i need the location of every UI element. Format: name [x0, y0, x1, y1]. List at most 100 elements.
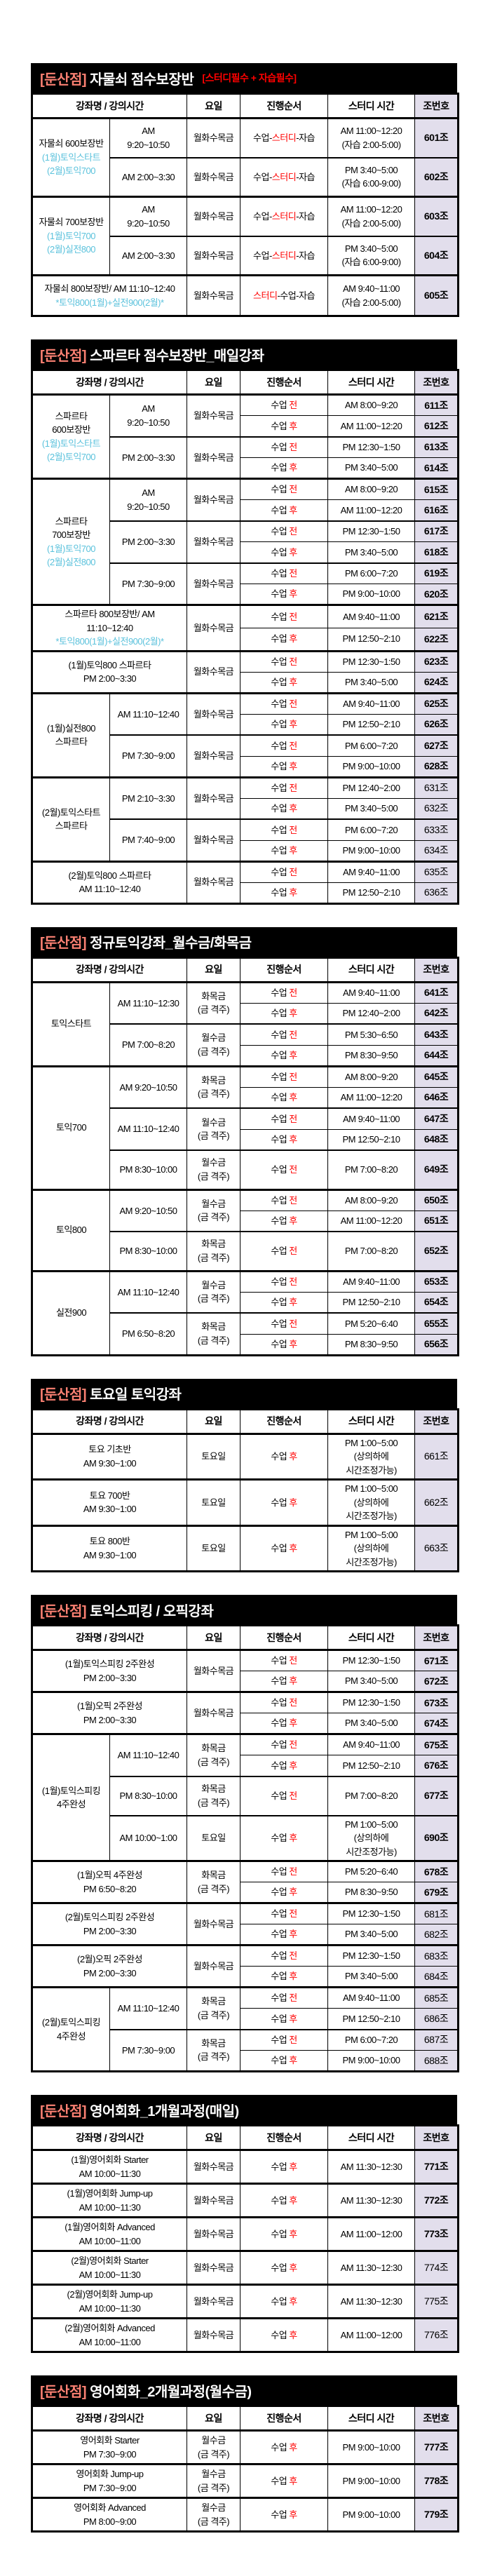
days-cell: 화목금 (금 격주)	[187, 1065, 240, 1109]
order-cell: 수업 전	[240, 1944, 328, 1967]
lecture-time-cell: PM 2:00~3:30	[109, 520, 187, 563]
course-name-cell: 토요 800반 AM 9:30~1:00	[32, 1524, 187, 1572]
group-number-cell: 622조	[414, 627, 459, 652]
table-row: (2월)토익800 스파르타 AM 11:10~12:40 월화수목금 수업 전 AM …	[32, 860, 459, 904]
study-time-cell: PM 1:00~5:00 (상의하에 시간조정가능)	[327, 1478, 415, 1526]
study-time-cell: PM 12:50~2:10	[327, 713, 415, 736]
order-cell: 수업 후	[240, 755, 328, 778]
order-cell: 수업 전	[240, 1733, 328, 1755]
study-time-cell: PM 1:00~5:00 (상의하에 시간조정가능)	[327, 1432, 415, 1480]
section-title: 토요일 토익강좌	[86, 1387, 182, 1403]
column-header: 진행순서	[240, 2125, 328, 2151]
red-highlight-text: 후	[289, 1833, 297, 1843]
days-cell: 월화수목금	[187, 860, 240, 904]
order-cell: 수업 전	[240, 1775, 328, 1816]
red-highlight-text: 전	[289, 442, 297, 452]
red-highlight-text: 후	[289, 1008, 297, 1018]
study-time-cell: PM 3:40~5:00	[327, 541, 415, 563]
study-time-cell: PM 7:00~8:20	[327, 1775, 415, 1816]
lecture-time-cell: AM 11:10~12:30	[109, 980, 187, 1025]
red-highlight-text: 전	[289, 2035, 297, 2045]
group-number-cell: 641조	[414, 980, 459, 1004]
group-number-cell: 628조	[414, 755, 459, 778]
lecture-time-cell: AM 9:20~10:50	[109, 196, 187, 236]
lecture-time-cell: PM 7:30~9:00	[109, 2028, 187, 2072]
study-time-cell: PM 12:40~2:00	[327, 776, 415, 799]
table-row: 수업 후 PM 12:50~2:10 686조	[32, 2008, 459, 2030]
study-time-cell: PM 5:20~6:40	[327, 1860, 415, 1882]
red-highlight-text: 후	[289, 633, 297, 645]
days-cell: 월화수목금	[187, 436, 240, 479]
days-cell: 월화수목금	[187, 2317, 240, 2352]
study-time-cell: PM 9:00~10:00	[327, 584, 415, 605]
course-name-cell: 토익스타트	[32, 980, 110, 1067]
red-highlight-text: 후	[289, 1134, 297, 1145]
course-name-cell: (2월)오픽 2주완성 PM 2:00~3:30	[32, 1944, 187, 1988]
order-cell: 수업 후	[240, 1966, 328, 1988]
red-highlight-text: 후	[289, 2228, 297, 2239]
table-row: 스파르타 800보장반/ AM 11:10~12:40 *토익800(1월)+실전9…	[32, 604, 459, 652]
table-row: 토익700 AM 9:20~10:50 화목금 (금 격주) 수업 전 AM 8:00~9…	[32, 1065, 459, 1190]
days-cell: 화목금 (금 격주)	[187, 1775, 240, 1816]
group-number-cell: 779조	[414, 2497, 459, 2532]
column-header: 요일	[187, 93, 240, 119]
order-cell: 수업 후	[240, 1814, 328, 1861]
cyan-course-tag: (1월)토익스타트	[41, 151, 101, 163]
section-title-bar: [둔산점] 정규토익강좌_월수금/화목금	[31, 926, 457, 957]
order-cell: 수업 후	[240, 1924, 328, 1946]
order-cell: 수업 전	[240, 1149, 328, 1190]
section-title: 영어회화_2개월과정(월수금)	[86, 2384, 252, 2400]
lecture-time-cell: AM 11:10~12:40	[109, 1733, 187, 1776]
red-highlight-text: 전	[289, 526, 297, 537]
group-number-cell: 688조	[414, 2050, 459, 2072]
column-header: 스터디 시간	[327, 1408, 415, 1434]
study-time-cell: PM 7:00~8:20	[327, 1149, 415, 1190]
red-highlight-text: 전	[289, 1866, 297, 1877]
lecture-time-cell: AM 9:20~10:50	[109, 1065, 187, 1109]
red-highlight-text: 전	[289, 1113, 297, 1124]
table-row: 자물쇠 700보장반 (1월)토익700 (2월)실전800 AM 9:20~10:50…	[32, 196, 459, 276]
group-number-cell: 690조	[414, 1814, 459, 1861]
course-name-cell: (1월)영어회화 Jump-up AM 10:00~11:30	[32, 2183, 187, 2218]
days-cell: 월화수목금	[187, 2250, 240, 2285]
section-title-bar: [둔산점] 토익스피킹 / 오픽강좌	[31, 1595, 457, 1624]
course-name-cell: 스파르타 800보장반/ AM 11:10~12:40 *토익800(1월)+실전9…	[32, 604, 187, 652]
schedule-section: [둔산점] 영어회화_2개월과정(월수금) 강좌명 / 강의시간 요일 진행순서 스터디…	[31, 2375, 459, 2533]
section-title-bar: [둔산점] 영어회화_2개월과정(월수금)	[31, 2375, 457, 2405]
table-row: 수업 후 AM 11:00~12:20 616조	[32, 499, 459, 521]
course-name-cell: (2월)토익스피킹 4주완성	[32, 1986, 110, 2072]
days-cell: 월수금 (금 격주)	[187, 1107, 240, 1151]
days-cell: 월화수목금	[187, 156, 240, 197]
table-row: 스파르타 600보장반 (1월)토익스타트 (2월)토익700 AM 9:20~10:5…	[32, 393, 459, 479]
column-header: 강좌명 / 강의시간	[32, 370, 187, 396]
days-cell: 월화수목금	[187, 1691, 240, 1734]
study-time-cell: PM 5:20~6:40	[327, 1312, 415, 1335]
column-header: 강좌명 / 강의시간	[32, 957, 187, 983]
table-row: PM 7:30~9:00 월화수목금 수업 전 PM 6:00~7:20 619조	[32, 562, 459, 605]
group-number-cell: 605조	[414, 274, 459, 316]
order-cell: 수업 전	[240, 393, 328, 416]
study-time-cell: PM 12:30~1:50	[327, 649, 415, 673]
study-time-cell: PM 3:40~5:00	[327, 1671, 415, 1692]
table-row: PM 2:00~3:30 월화수목금 수업 전 PM 12:30~1:50 613조	[32, 436, 459, 479]
days-cell: 월화수목금	[187, 818, 240, 862]
days-cell: 월화수목금	[187, 117, 240, 158]
table-row: 수업 후 PM 8:30~9:50 656조	[32, 1333, 459, 1356]
section-title-bar: [둔산점] 토요일 토익강좌	[31, 1378, 457, 1408]
cyan-course-tag: (1월)토익스타트	[41, 438, 101, 449]
order-cell: 수업 전	[240, 520, 328, 542]
column-header: 요일	[187, 1625, 240, 1651]
table-row: (1월)영어회화 Advanced AM 10:00~11:00 월화수목금 수업 후…	[32, 2216, 459, 2251]
lecture-time-cell: AM 10:00~1:00	[109, 1814, 187, 1861]
red-highlight-text: 후	[289, 1297, 297, 1307]
days-cell: 월화수목금	[187, 2216, 240, 2251]
group-number-cell: 611조	[414, 393, 459, 416]
schedule-section: [둔산점] 영어회화_1개월과정(매일) 강좌명 / 강의시간 요일 진행순서 스터디 …	[31, 2095, 459, 2353]
group-number-cell: 617조	[414, 520, 459, 542]
order-cell: 수업 후	[240, 2250, 328, 2285]
red-highlight-text: 전	[289, 611, 297, 622]
table-row: 자물쇠 800보장반/ AM 11:10~12:40 *토익800(1월)+실전9…	[32, 274, 459, 316]
order-cell: 수업 후	[240, 1671, 328, 1692]
days-cell: 월수금 (금 격주)	[187, 1269, 240, 1314]
study-time-cell: PM 7:00~8:20	[327, 1231, 415, 1272]
